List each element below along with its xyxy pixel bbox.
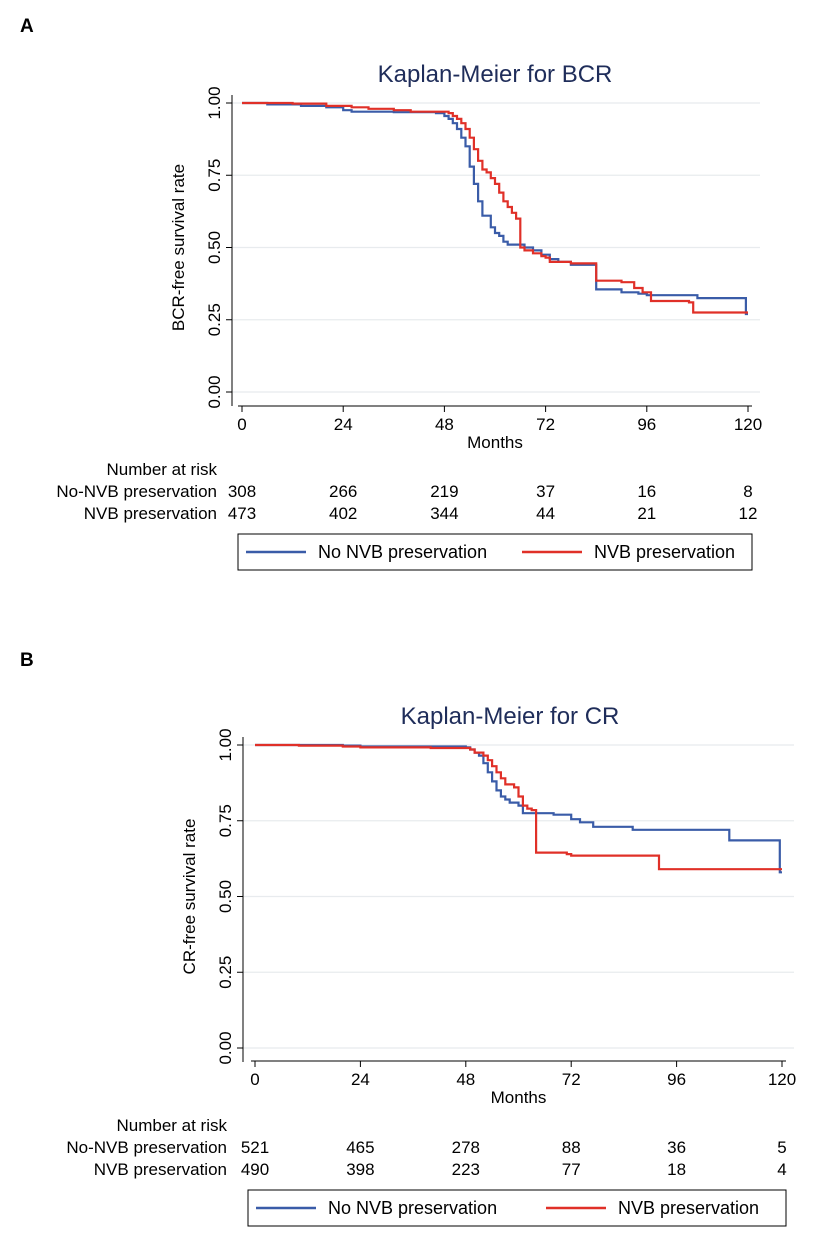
- x-tick-label: 0: [250, 1070, 259, 1089]
- risk-count: 465: [346, 1138, 374, 1157]
- legend-box: [247, 1189, 787, 1227]
- x-tick-label: 120: [768, 1070, 796, 1089]
- risk-count: 344: [430, 504, 458, 523]
- x-tick-label: 48: [435, 415, 454, 434]
- survival-curve-nvb: [242, 101, 748, 314]
- x-tick-label: 24: [351, 1070, 370, 1089]
- y-tick-label: 0.25: [205, 303, 224, 336]
- x-tick-label: 48: [456, 1070, 475, 1089]
- x-tick-label: 72: [562, 1070, 581, 1089]
- chart-title: Kaplan-Meier for BCR: [378, 61, 613, 88]
- chart-bcr: Kaplan-Meier for BCR 0.00 0.25 0.50 0.75 1.00…: [56, 61, 762, 571]
- risk-count: 37: [536, 482, 555, 501]
- legend-label-nvb: NVB preservation: [594, 542, 735, 562]
- panel-label-b: B: [20, 650, 34, 671]
- risk-count: 88: [562, 1138, 581, 1157]
- y-tick-label: 0.25: [216, 956, 235, 989]
- risk-count: 266: [329, 482, 357, 501]
- risk-count: 223: [452, 1160, 480, 1179]
- x-axis-label: Months: [491, 1088, 547, 1107]
- risk-count: 473: [228, 504, 256, 523]
- risk-row-label: No-NVB preservation: [56, 482, 217, 501]
- legend-label-no-nvb: No NVB preservation: [318, 542, 487, 562]
- legend-label-no-nvb: No NVB preservation: [328, 1198, 497, 1218]
- risk-row-label: No-NVB preservation: [66, 1138, 227, 1157]
- risk-count: 44: [536, 504, 555, 523]
- y-tick-label: 0.00: [205, 375, 224, 408]
- x-tick-label: 72: [536, 415, 555, 434]
- risk-count: 12: [739, 504, 758, 523]
- risk-count: 308: [228, 482, 256, 501]
- x-tick-label: 24: [334, 415, 353, 434]
- risk-count: 219: [430, 482, 458, 501]
- y-tick-label: 0.00: [216, 1031, 235, 1064]
- risk-count: 5: [777, 1138, 786, 1157]
- risk-count: 36: [667, 1138, 686, 1157]
- x-tick-label: 96: [637, 415, 656, 434]
- risk-count: 18: [667, 1160, 686, 1179]
- y-tick-label: 0.75: [216, 804, 235, 837]
- panel-label-a: A: [20, 16, 34, 37]
- risk-count: 16: [637, 482, 656, 501]
- survival-curve-no-nvb: [255, 743, 782, 874]
- y-tick-label: 0.50: [216, 880, 235, 913]
- risk-table-header: Number at risk: [106, 460, 217, 479]
- legend-box: [237, 533, 753, 571]
- risk-count: 21: [637, 504, 656, 523]
- risk-count: 8: [743, 482, 752, 501]
- chart-cr: Kaplan-Meier for CR 0.00 0.25 0.50 0.75 1.00 0…: [66, 703, 796, 1227]
- legend-label-nvb: NVB preservation: [618, 1198, 759, 1218]
- y-tick-label: 0.75: [205, 159, 224, 192]
- risk-count: 402: [329, 504, 357, 523]
- risk-row-label: NVB preservation: [94, 1160, 227, 1179]
- chart-title: Kaplan-Meier for CR: [401, 703, 620, 730]
- y-axis-label: BCR-free survival rate: [169, 164, 188, 331]
- y-tick-label: 0.50: [205, 231, 224, 264]
- survival-curve-no-nvb: [242, 101, 748, 316]
- risk-count: 490: [241, 1160, 269, 1179]
- risk-row-label: NVB preservation: [84, 504, 217, 523]
- y-axis-label: CR-free survival rate: [180, 819, 199, 975]
- x-tick-label: 0: [237, 415, 246, 434]
- x-tick-label: 96: [667, 1070, 686, 1089]
- risk-count: 77: [562, 1160, 581, 1179]
- y-tick-label: 1.00: [205, 86, 224, 119]
- risk-table-header: Number at risk: [116, 1116, 227, 1135]
- survival-curve-nvb: [255, 743, 782, 871]
- risk-count: 398: [346, 1160, 374, 1179]
- risk-count: 521: [241, 1138, 269, 1157]
- x-axis-label: Months: [467, 433, 523, 452]
- risk-count: 278: [452, 1138, 480, 1157]
- x-tick-label: 120: [734, 415, 762, 434]
- risk-count: 4: [777, 1160, 786, 1179]
- y-tick-label: 1.00: [216, 728, 235, 761]
